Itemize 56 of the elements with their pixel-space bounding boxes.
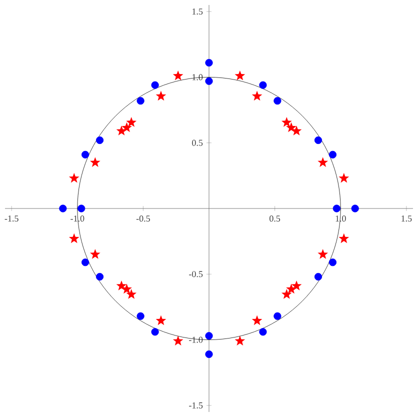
point xyxy=(151,81,159,89)
point xyxy=(314,272,322,281)
point xyxy=(136,97,144,105)
point xyxy=(205,58,213,67)
point xyxy=(81,258,90,266)
point xyxy=(205,332,213,340)
point xyxy=(318,157,328,167)
point xyxy=(259,328,267,336)
point xyxy=(116,280,127,290)
point xyxy=(156,90,166,101)
point xyxy=(281,117,292,127)
point xyxy=(81,150,90,158)
point xyxy=(90,157,100,167)
point xyxy=(318,249,328,259)
x-tick-label: 0.5 xyxy=(270,216,280,222)
point xyxy=(286,122,296,132)
y-tick-label: -1.5 xyxy=(189,402,203,408)
point xyxy=(78,204,86,212)
y-tick-label: -0.5 xyxy=(189,271,203,278)
point xyxy=(90,249,100,259)
point xyxy=(68,233,80,244)
point xyxy=(328,258,337,266)
point xyxy=(59,204,67,212)
point xyxy=(96,136,104,144)
point xyxy=(172,70,184,80)
point xyxy=(274,312,282,320)
point xyxy=(332,204,340,212)
point xyxy=(156,315,166,326)
point xyxy=(151,328,159,336)
point xyxy=(68,172,80,183)
x-tick-label: -1.5 xyxy=(4,216,18,222)
x-tick-label: -0.5 xyxy=(136,216,150,222)
point xyxy=(274,97,282,105)
point xyxy=(259,81,267,89)
point xyxy=(281,289,292,299)
point xyxy=(338,233,350,244)
point xyxy=(96,272,104,281)
point xyxy=(234,70,246,80)
point xyxy=(328,150,337,158)
x-tick-label: 1.5 xyxy=(402,216,412,222)
y-tick-label: 1.5 xyxy=(192,8,203,15)
point xyxy=(252,90,262,101)
point xyxy=(205,77,213,85)
y-tick-label: 0.5 xyxy=(192,140,203,146)
point xyxy=(126,117,137,127)
point xyxy=(314,136,322,144)
point xyxy=(338,172,350,183)
point xyxy=(252,315,262,326)
point xyxy=(351,204,359,212)
point xyxy=(234,336,246,346)
point xyxy=(126,289,137,299)
point xyxy=(291,280,302,290)
point xyxy=(136,312,144,320)
point xyxy=(122,122,132,132)
point xyxy=(205,350,213,358)
point xyxy=(172,336,184,346)
